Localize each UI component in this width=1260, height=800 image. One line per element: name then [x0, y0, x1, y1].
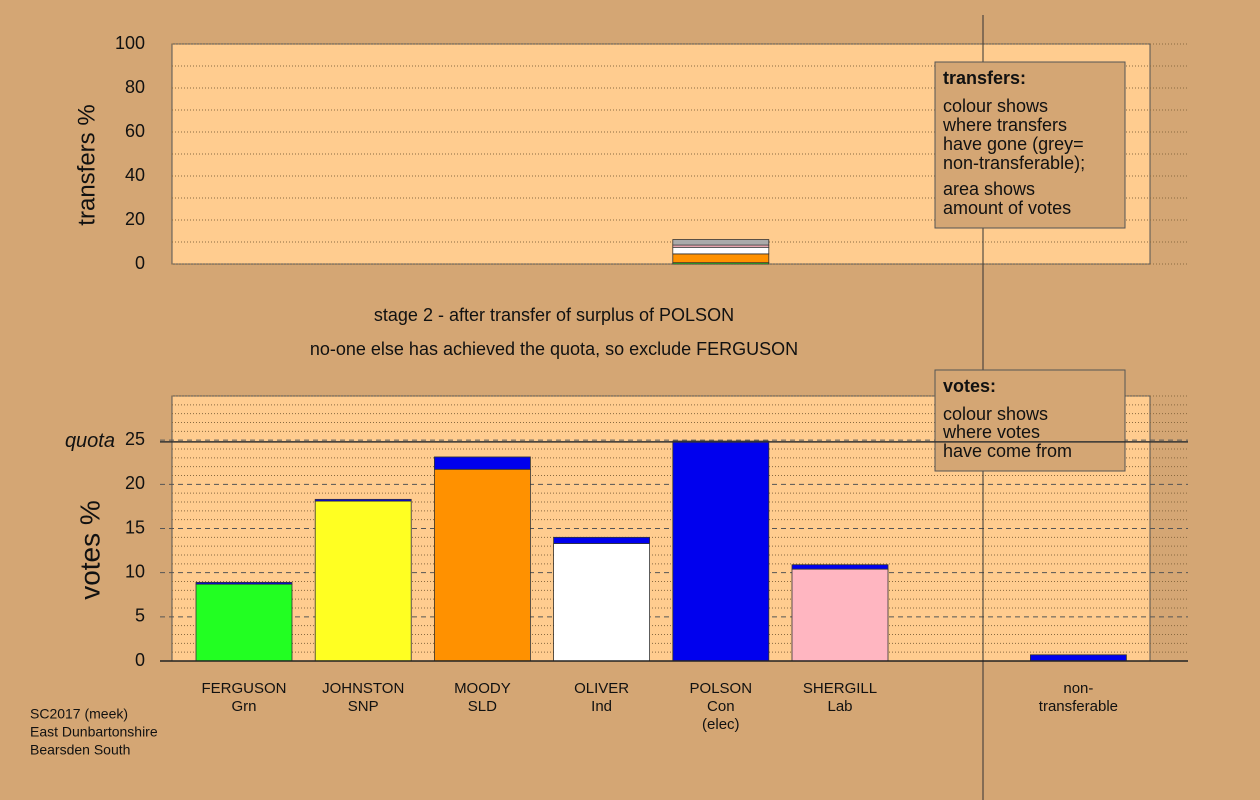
bar-segment — [672, 440, 770, 662]
y-tick-label: 25 — [125, 429, 145, 449]
bar-segment — [1030, 654, 1127, 662]
bar-segment — [672, 246, 770, 255]
stage-title: stage 2 - after transfer of surplus of P… — [374, 305, 734, 325]
x-tick-label: FERGUSON — [201, 680, 286, 697]
note-line: colour shows — [943, 96, 1048, 116]
y-axis-label: votes % — [74, 500, 105, 600]
note-line: area shows — [943, 179, 1035, 199]
footer: SC2017 (meek) — [30, 706, 128, 722]
x-tick-label: OLIVER — [574, 680, 629, 697]
y-tick-label: 60 — [125, 121, 145, 141]
x-tick-label: SHERGILL — [803, 680, 877, 697]
note-box — [934, 369, 1126, 472]
y-tick-label: 40 — [125, 165, 145, 185]
x-tick-label: POLSON — [690, 680, 753, 697]
y-tick-label: 5 — [135, 606, 145, 626]
x-tick-label: non- — [1063, 680, 1093, 697]
x-tick-label: MOODY — [454, 680, 511, 697]
note-line: where transfers — [942, 115, 1067, 135]
note-line: have gone (grey= — [943, 134, 1084, 154]
bar-segment — [433, 468, 531, 662]
bar-segment — [314, 498, 412, 502]
x-tick-label: Con — [707, 698, 735, 715]
stage-subtitle: no-one else has achieved the quota, so e… — [310, 339, 798, 359]
note-heading: transfers: — [943, 68, 1026, 88]
bar-segment — [433, 456, 531, 470]
note-line: non-transferable); — [943, 153, 1085, 173]
y-tick-label: 0 — [135, 650, 145, 670]
note-line: colour shows — [943, 404, 1048, 424]
bar-segment — [553, 543, 650, 662]
quota-label: quota — [65, 430, 115, 452]
bar-segment — [791, 564, 889, 570]
x-tick-label: SNP — [348, 698, 379, 715]
bar-segment — [672, 253, 770, 264]
x-tick-label: Grn — [231, 698, 256, 715]
bar-segment — [195, 583, 293, 662]
x-tick-label: SLD — [468, 698, 497, 715]
y-tick-label: 10 — [125, 561, 145, 581]
y-tick-label: 100 — [115, 33, 145, 53]
bar-segment — [672, 239, 770, 246]
y-tick-label: 20 — [125, 209, 145, 229]
y-tick-label: 0 — [135, 253, 145, 273]
footer: Bearsden South — [30, 742, 130, 758]
bar-segment — [314, 500, 412, 662]
bar-segment — [791, 568, 889, 662]
y-tick-label: 80 — [125, 77, 145, 97]
note-line: amount of votes — [943, 198, 1071, 218]
x-tick-label: JOHNSTON — [322, 680, 404, 697]
x-tick-label: transferable — [1039, 698, 1118, 715]
y-tick-label: 20 — [125, 473, 145, 493]
x-tick-label: (elec) — [702, 716, 740, 733]
note-line: have come from — [943, 441, 1072, 461]
bar-segment — [195, 581, 293, 585]
y-axis-label: transfers % — [73, 104, 100, 225]
note-box — [934, 61, 1126, 229]
votes-note: votes: colour shows where votes have com… — [934, 369, 1126, 472]
note-heading: votes: — [943, 376, 996, 396]
x-tick-label: Ind — [591, 698, 612, 715]
y-tick-label: 15 — [125, 517, 145, 537]
footer: East Dunbartonshire — [30, 724, 158, 740]
x-tick-label: Lab — [827, 698, 852, 715]
note-line: where votes — [942, 422, 1040, 442]
bar-segment — [553, 536, 650, 544]
transfers-note: transfers: colour shows where transfers … — [934, 61, 1126, 229]
